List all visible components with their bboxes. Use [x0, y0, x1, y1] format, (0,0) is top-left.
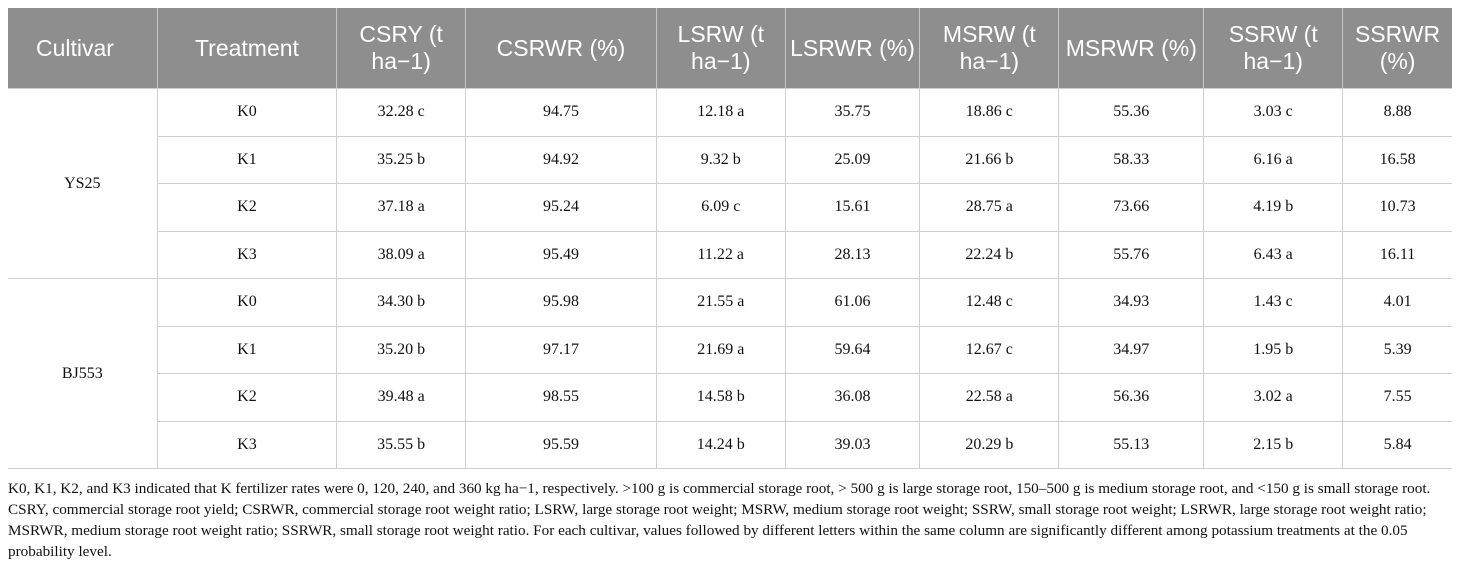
value-cell: 35.75	[784, 88, 921, 137]
value-cell: 12.18 a	[655, 88, 786, 137]
value-cell: 1.43 c	[1203, 278, 1344, 327]
header-cell: MSRW (t ha−1)	[919, 8, 1060, 89]
header-cell: Cultivar	[8, 8, 158, 89]
table-row: BJ553 K0 34.30 b 95.98 21.55 a 61.06 12.48 c 34…	[8, 278, 1452, 469]
value-cell: 35.25 b	[336, 135, 466, 184]
table-row: K2 37.18 a 95.24 6.09 c 15.61 28.75 a 73.66 4.1…	[8, 183, 1452, 232]
value-cell: 56.36	[1058, 373, 1205, 422]
value-cell: 12.67 c	[919, 325, 1060, 374]
value-cell: 39.48 a	[336, 373, 466, 422]
value-cell: 7.55	[1342, 373, 1452, 422]
value-cell: 95.59	[464, 420, 657, 469]
value-cell: 32.28 c	[336, 88, 466, 137]
value-cell: 95.49	[464, 230, 657, 279]
value-cell: 22.24 b	[919, 230, 1060, 279]
treatment-cell: K3	[157, 230, 338, 279]
value-cell: 6.16 a	[1203, 135, 1344, 184]
value-cell: 6.09 c	[655, 183, 786, 232]
value-cell: 16.58	[1342, 135, 1452, 184]
header-cell: Treatment	[157, 8, 338, 89]
value-cell: 21.69 a	[655, 325, 786, 374]
value-cell: 95.24	[464, 183, 657, 232]
value-cell: 1.95 b	[1203, 325, 1344, 374]
value-cell: 73.66	[1058, 183, 1205, 232]
value-cell: 25.09	[784, 135, 921, 184]
value-cell: 38.09 a	[336, 230, 466, 279]
table-row: K3 35.55 b 95.59 14.24 b 39.03 20.29 b 55.13 2.…	[8, 420, 1452, 469]
header-cell: MSRWR (%)	[1058, 8, 1205, 89]
data-table: Cultivar Treatment CSRY (t ha−1) CSRWR (…	[8, 8, 1452, 469]
table-row: K2 39.48 a 98.55 14.58 b 36.08 22.58 a 56.36 3.…	[8, 373, 1452, 422]
value-cell: 34.93	[1058, 278, 1205, 327]
value-cell: 97.17	[464, 325, 657, 374]
treatment-cell: K2	[157, 183, 338, 232]
table-container: Cultivar Treatment CSRY (t ha−1) CSRWR (…	[8, 8, 1452, 469]
value-cell: 58.33	[1058, 135, 1205, 184]
value-cell: 28.13	[784, 230, 921, 279]
value-cell: 95.98	[464, 278, 657, 327]
header-cell: SSRWR (%)	[1342, 8, 1452, 89]
value-cell: 55.36	[1058, 88, 1205, 137]
value-cell: 94.75	[464, 88, 657, 137]
value-cell: 34.97	[1058, 325, 1205, 374]
value-cell: 14.58 b	[655, 373, 786, 422]
value-cell: 55.76	[1058, 230, 1205, 279]
value-cell: 14.24 b	[655, 420, 786, 469]
value-cell: 15.61	[784, 183, 921, 232]
cultivar-cell: BJ553	[8, 278, 158, 469]
value-cell: 21.66 b	[919, 135, 1060, 184]
header-cell: CSRWR (%)	[465, 8, 657, 89]
value-cell: 21.55 a	[655, 278, 786, 327]
treatment-cell: K0	[156, 278, 338, 327]
header-cell: LSRWR (%)	[785, 8, 921, 89]
value-cell: 35.55 b	[336, 420, 466, 469]
treatment-cell: K1	[157, 135, 338, 184]
treatment-cell: K2	[157, 373, 338, 422]
header-cell: CSRY (t ha−1)	[336, 8, 466, 89]
value-cell: 9.32 b	[655, 135, 786, 184]
value-cell: 20.29 b	[919, 420, 1060, 469]
value-cell: 36.08	[784, 373, 921, 422]
cultivar-cell: YS25	[8, 88, 158, 279]
header-cell: SSRW (t ha−1)	[1203, 8, 1344, 89]
table-row: K1 35.20 b 97.17 21.69 a 59.64 12.67 c 34.97 1.…	[8, 325, 1452, 374]
header-cell: LSRW (t ha−1)	[656, 8, 786, 89]
value-cell: 16.11	[1342, 230, 1452, 279]
value-cell: 22.58 a	[919, 373, 1060, 422]
value-cell: 4.19 b	[1203, 183, 1344, 232]
table-row: YS25 K0 32.28 c 94.75 12.18 a 35.75 18.86 c 55.…	[8, 88, 1452, 279]
value-cell: 94.92	[464, 135, 657, 184]
value-cell: 12.48 c	[919, 278, 1060, 327]
value-cell: 5.39	[1342, 325, 1452, 374]
table-row: K1 35.25 b 94.92 9.32 b 25.09 21.66 b 58.33 6.1…	[8, 135, 1452, 184]
value-cell: 37.18 a	[336, 183, 466, 232]
value-cell: 59.64	[784, 325, 921, 374]
treatment-cell: K0	[156, 88, 338, 137]
header-row: Cultivar Treatment CSRY (t ha−1) CSRWR (…	[8, 8, 1452, 89]
value-cell: 3.03 c	[1203, 88, 1344, 137]
value-cell: 3.02 a	[1203, 373, 1344, 422]
treatment-cell: K3	[157, 420, 338, 469]
value-cell: 6.43 a	[1203, 230, 1344, 279]
table-row: K3 38.09 a 95.49 11.22 a 28.13 22.24 b 55.76 6.…	[8, 230, 1452, 279]
value-cell: 34.30 b	[336, 278, 466, 327]
value-cell: 28.75 a	[919, 183, 1060, 232]
table-footnote: K0, K1, K2, and K3 indicated that K fert…	[8, 480, 1431, 560]
value-cell: 18.86 c	[919, 88, 1060, 137]
value-cell: 55.13	[1058, 420, 1205, 469]
value-cell: 4.01	[1342, 278, 1452, 327]
value-cell: 11.22 a	[655, 230, 786, 279]
value-cell: 8.88	[1342, 88, 1452, 137]
value-cell: 5.84	[1342, 420, 1452, 469]
value-cell: 61.06	[784, 278, 921, 327]
value-cell: 2.15 b	[1203, 420, 1344, 469]
value-cell: 98.55	[464, 373, 657, 422]
treatment-cell: K1	[157, 325, 338, 374]
value-cell: 39.03	[784, 420, 921, 469]
table-body: YS25 K0 32.28 c 94.75 12.18 a 35.75 18.86 c 55.…	[8, 88, 1452, 469]
value-cell: 10.73	[1342, 183, 1452, 232]
value-cell: 35.20 b	[336, 325, 466, 374]
